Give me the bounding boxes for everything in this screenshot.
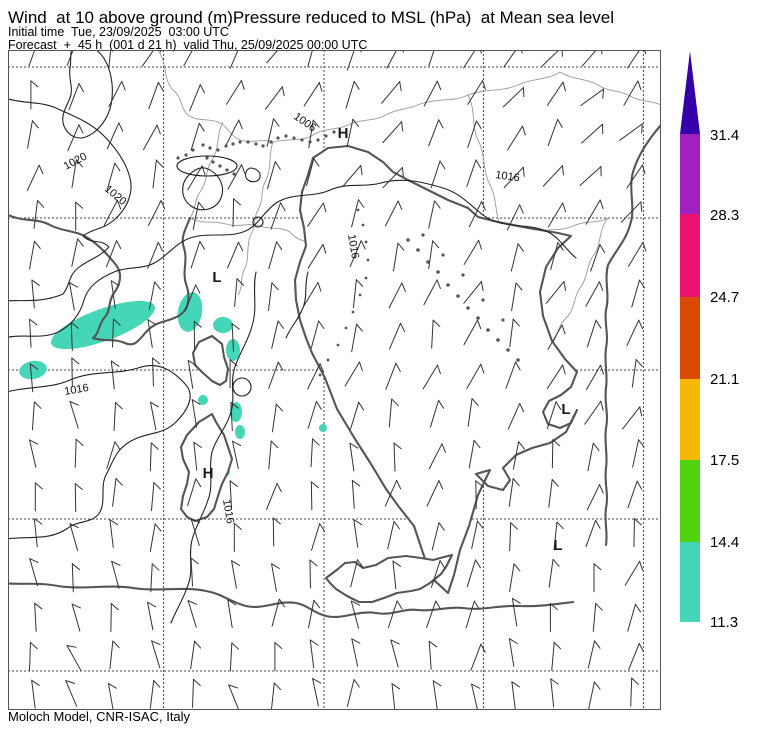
svg-text:31.4: 31.4 [710, 127, 739, 144]
svg-text:17.5: 17.5 [710, 452, 739, 469]
svg-text:14.4: 14.4 [710, 534, 739, 551]
svg-text:28.3: 28.3 [710, 207, 739, 224]
svg-text:11.3: 11.3 [710, 614, 738, 631]
svg-text:21.1: 21.1 [710, 371, 739, 388]
svg-text:24.7: 24.7 [710, 289, 739, 306]
